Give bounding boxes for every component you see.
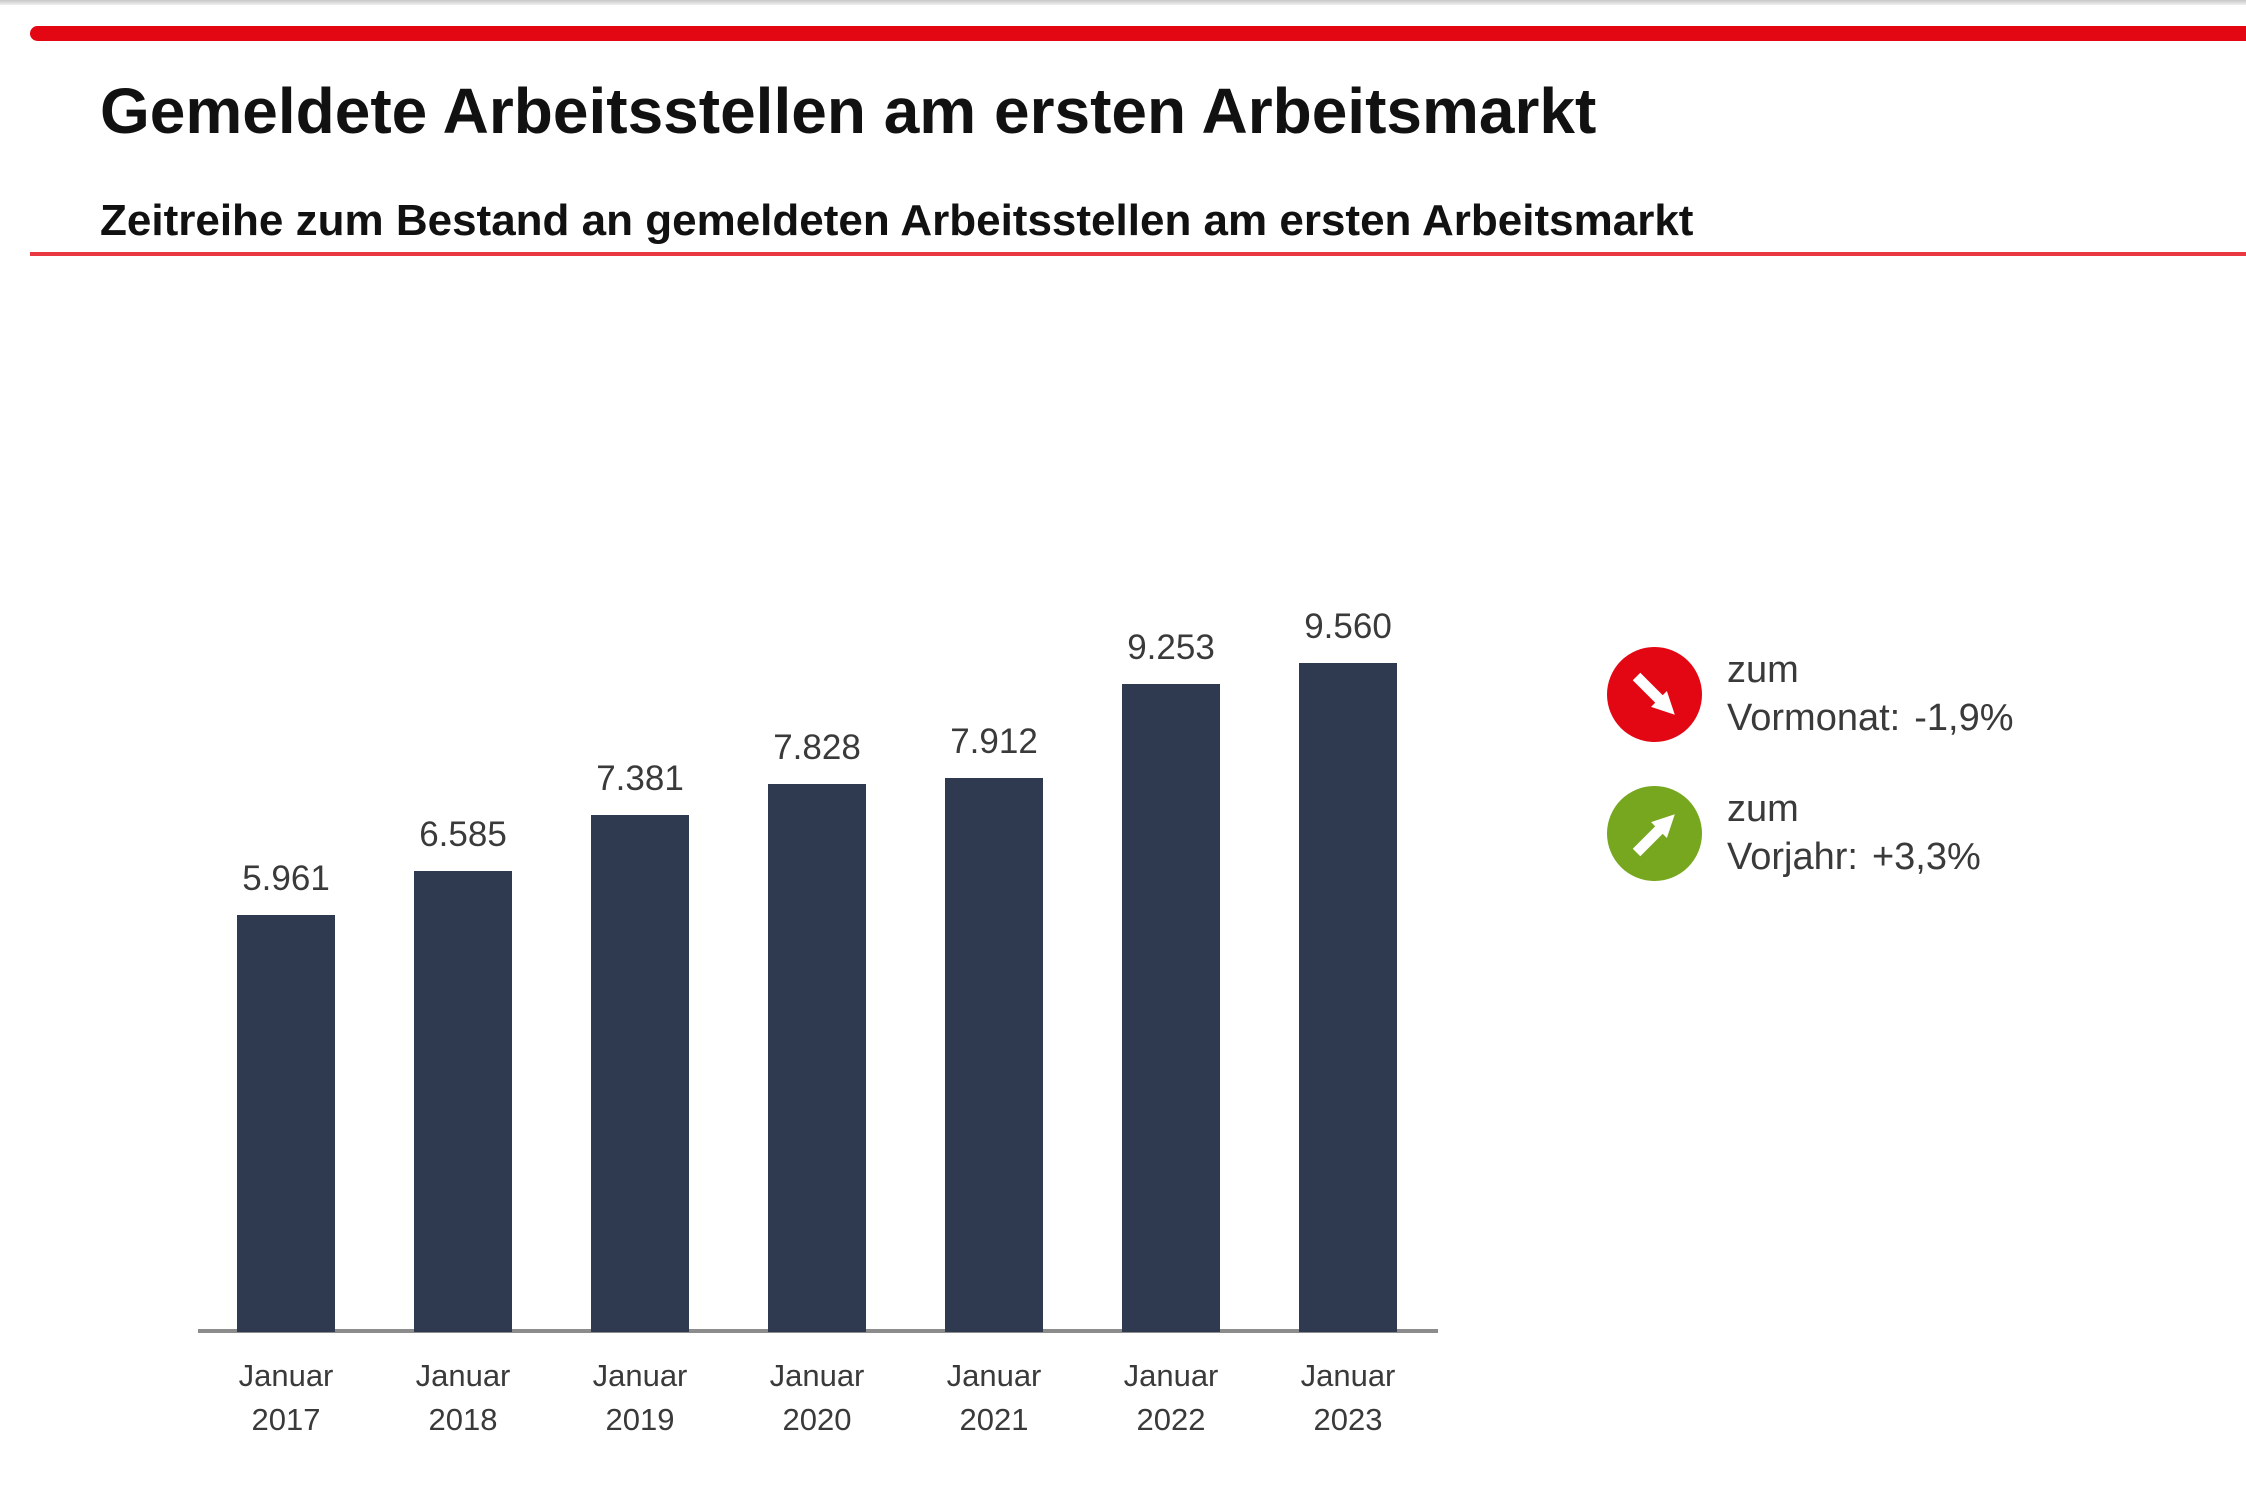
bar-value-label: 6.585 bbox=[419, 815, 507, 854]
tick-line: 2017 bbox=[251, 1402, 321, 1437]
bar bbox=[591, 815, 689, 1332]
x-axis-tick-label: Januar 2022 bbox=[1072, 1354, 1270, 1442]
indicator-label: Vormonat: bbox=[1727, 697, 1901, 739]
bar bbox=[768, 784, 866, 1332]
vormonat-indicator: zum Vormonat: -1,9% bbox=[1727, 646, 2014, 742]
tick-line: Januar bbox=[946, 1358, 1042, 1393]
x-axis-tick-label: Januar 2017 bbox=[187, 1354, 385, 1442]
page-title: Gemeldete Arbeitsstellen am ersten Arbei… bbox=[100, 75, 1597, 147]
tick-line: 2023 bbox=[1313, 1402, 1383, 1437]
vorjahr-indicator: zum Vorjahr: +3,3% bbox=[1727, 785, 1981, 881]
x-axis-tick-label: Januar 2023 bbox=[1249, 1354, 1447, 1442]
page-subtitle: Zeitreihe zum Bestand an gemeldeten Arbe… bbox=[100, 196, 1694, 245]
tick-line: 2019 bbox=[605, 1402, 675, 1437]
tick-line: Januar bbox=[1300, 1358, 1396, 1393]
bar bbox=[414, 871, 512, 1332]
bar-value-label: 5.961 bbox=[242, 859, 330, 898]
window-top-edge bbox=[0, 0, 2246, 5]
tick-line: Januar bbox=[769, 1358, 865, 1393]
bar bbox=[1122, 684, 1220, 1332]
bar-value-label: 7.828 bbox=[773, 728, 861, 767]
bar bbox=[1299, 663, 1397, 1332]
indicator-label: Vorjahr: bbox=[1727, 836, 1858, 878]
bar-value-label: 7.381 bbox=[596, 759, 684, 798]
subtitle-divider bbox=[30, 252, 2246, 256]
x-axis-tick-label: Januar 2019 bbox=[541, 1354, 739, 1442]
tick-line: 2020 bbox=[782, 1402, 852, 1437]
bar-value-label: 9.253 bbox=[1127, 628, 1215, 667]
tick-line: 2022 bbox=[1136, 1402, 1206, 1437]
indicator-label-line1: zum bbox=[1727, 649, 1799, 691]
tick-line: 2018 bbox=[428, 1402, 498, 1437]
arrow-down-right-icon bbox=[1607, 647, 1702, 742]
bar bbox=[945, 778, 1043, 1332]
indicator-label-line1: zum bbox=[1727, 788, 1799, 830]
indicator-value: +3,3% bbox=[1871, 836, 1981, 878]
x-axis-tick-label: Januar 2018 bbox=[364, 1354, 562, 1442]
tick-line: Januar bbox=[1123, 1358, 1219, 1393]
tick-line: Januar bbox=[415, 1358, 511, 1393]
indicator-value: -1,9% bbox=[1914, 697, 2014, 739]
header-accent-bar bbox=[30, 26, 2246, 41]
arrow-up-right-icon bbox=[1607, 786, 1702, 881]
bar-value-label: 7.912 bbox=[950, 722, 1038, 761]
tick-line: 2021 bbox=[959, 1402, 1029, 1437]
bar bbox=[237, 915, 335, 1332]
tick-line: Januar bbox=[592, 1358, 688, 1393]
x-axis-tick-label: Januar 2021 bbox=[895, 1354, 1093, 1442]
tick-line: Januar bbox=[238, 1358, 334, 1393]
x-axis-tick-label: Januar 2020 bbox=[718, 1354, 916, 1442]
bar-value-label: 9.560 bbox=[1304, 607, 1392, 646]
